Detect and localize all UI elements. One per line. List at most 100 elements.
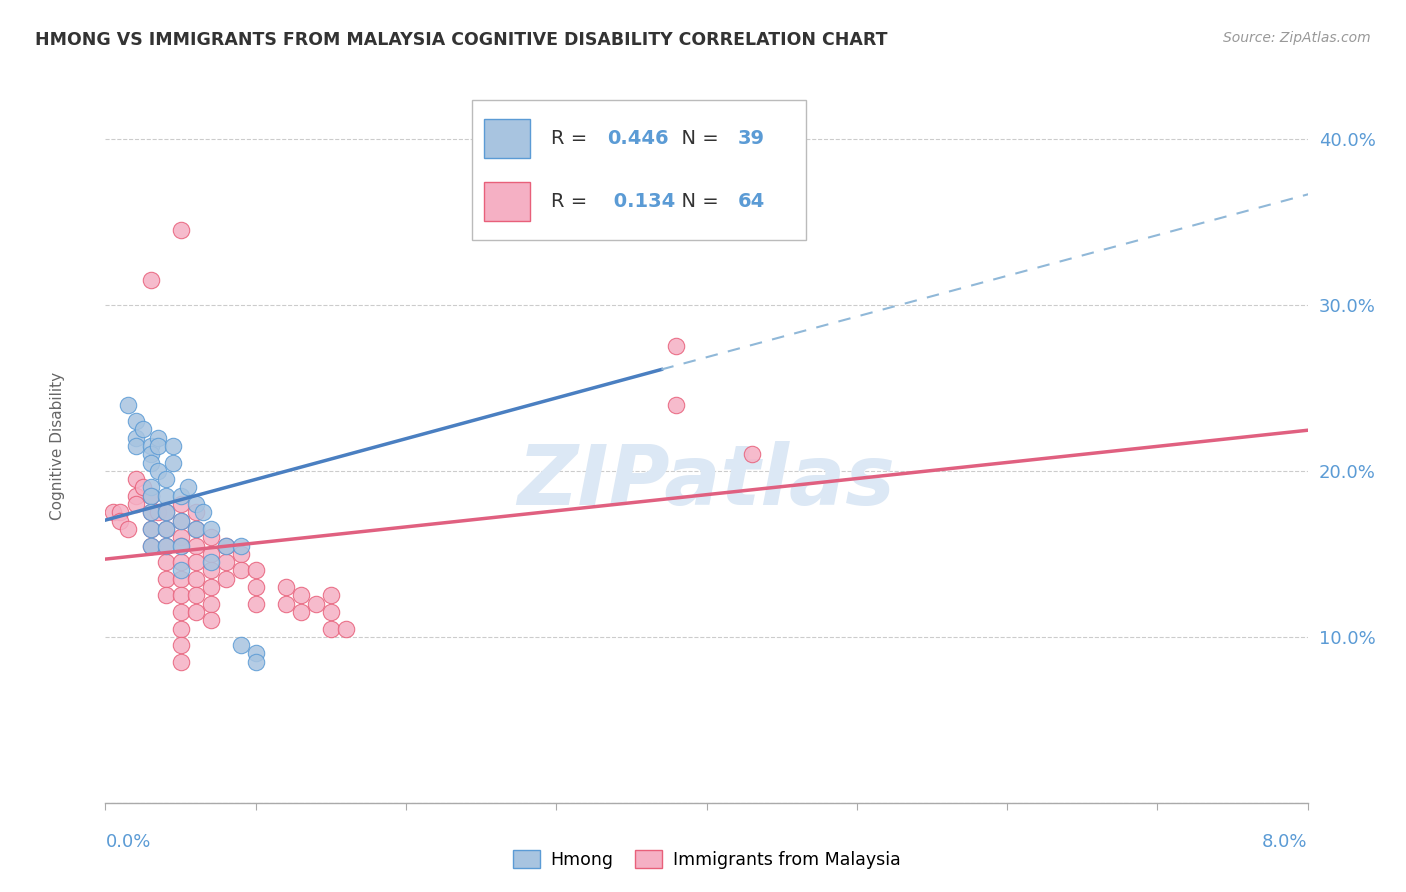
Point	[229, 638, 252, 652]
Point	[620, 207, 643, 221]
Point	[117, 522, 139, 536]
Point	[184, 605, 207, 619]
Point	[191, 505, 214, 519]
Point	[319, 588, 342, 602]
Point	[139, 539, 162, 553]
Point	[214, 539, 236, 553]
Point	[177, 481, 200, 495]
Text: 0.446: 0.446	[607, 129, 668, 148]
Point	[169, 497, 191, 511]
Point	[124, 497, 146, 511]
Point	[155, 522, 177, 536]
Text: N =: N =	[669, 129, 725, 148]
Point	[162, 456, 184, 470]
Point	[139, 522, 162, 536]
Point	[169, 588, 191, 602]
Point	[110, 514, 132, 528]
Point	[139, 489, 162, 503]
FancyBboxPatch shape	[484, 182, 530, 221]
Point	[184, 522, 207, 536]
Point	[139, 439, 162, 453]
Point	[214, 539, 236, 553]
Text: ZIPatlas: ZIPatlas	[517, 442, 896, 522]
Point	[200, 547, 222, 561]
Point	[274, 580, 297, 594]
Point	[124, 414, 146, 428]
Point	[229, 539, 252, 553]
Point	[290, 605, 312, 619]
Point	[169, 223, 191, 237]
Point	[124, 472, 146, 486]
Point	[139, 273, 162, 287]
Point	[169, 572, 191, 586]
Point	[169, 489, 191, 503]
Point	[200, 555, 222, 569]
Point	[169, 555, 191, 569]
Point	[184, 588, 207, 602]
Point	[162, 439, 184, 453]
Text: 39: 39	[738, 129, 765, 148]
Point	[184, 572, 207, 586]
Legend: Hmong, Immigrants from Malaysia: Hmong, Immigrants from Malaysia	[506, 844, 907, 876]
Point	[245, 564, 267, 578]
Point	[110, 505, 132, 519]
Point	[132, 481, 155, 495]
Point	[155, 489, 177, 503]
Point	[245, 597, 267, 611]
Point	[184, 555, 207, 569]
Point	[200, 530, 222, 544]
Point	[155, 472, 177, 486]
Point	[200, 597, 222, 611]
FancyBboxPatch shape	[472, 100, 806, 240]
Point	[146, 464, 169, 478]
Point	[132, 422, 155, 436]
Point	[101, 505, 124, 519]
Point	[200, 564, 222, 578]
Text: HMONG VS IMMIGRANTS FROM MALAYSIA COGNITIVE DISABILITY CORRELATION CHART: HMONG VS IMMIGRANTS FROM MALAYSIA COGNIT…	[35, 31, 887, 49]
Point	[169, 655, 191, 669]
Point	[139, 456, 162, 470]
Point	[214, 555, 236, 569]
Point	[245, 655, 267, 669]
Point	[200, 522, 222, 536]
Point	[139, 505, 162, 519]
Point	[169, 514, 191, 528]
Point	[169, 638, 191, 652]
Point	[155, 539, 177, 553]
Point	[229, 564, 252, 578]
Point	[146, 431, 169, 445]
Point	[184, 522, 207, 536]
Point	[335, 622, 357, 636]
Point	[184, 505, 207, 519]
Text: R =: R =	[551, 192, 600, 211]
Point	[665, 339, 688, 353]
Point	[124, 489, 146, 503]
Point	[155, 555, 177, 569]
Point	[139, 481, 162, 495]
FancyBboxPatch shape	[484, 119, 530, 158]
Point	[169, 539, 191, 553]
Point	[139, 539, 162, 553]
Text: 0.0%: 0.0%	[105, 833, 150, 851]
Point	[319, 622, 342, 636]
Point	[155, 505, 177, 519]
Text: Cognitive Disability: Cognitive Disability	[49, 372, 65, 520]
Point	[214, 572, 236, 586]
Point	[665, 397, 688, 411]
Point	[155, 539, 177, 553]
Point	[169, 539, 191, 553]
Point	[169, 622, 191, 636]
Point	[124, 439, 146, 453]
Point	[200, 580, 222, 594]
Point	[155, 505, 177, 519]
Point	[319, 605, 342, 619]
Point	[155, 522, 177, 536]
Point	[139, 522, 162, 536]
Point	[139, 447, 162, 461]
Text: 0.134: 0.134	[607, 192, 675, 211]
Point	[169, 564, 191, 578]
Point	[169, 514, 191, 528]
Point	[124, 431, 146, 445]
Text: 8.0%: 8.0%	[1263, 833, 1308, 851]
Point	[200, 613, 222, 627]
